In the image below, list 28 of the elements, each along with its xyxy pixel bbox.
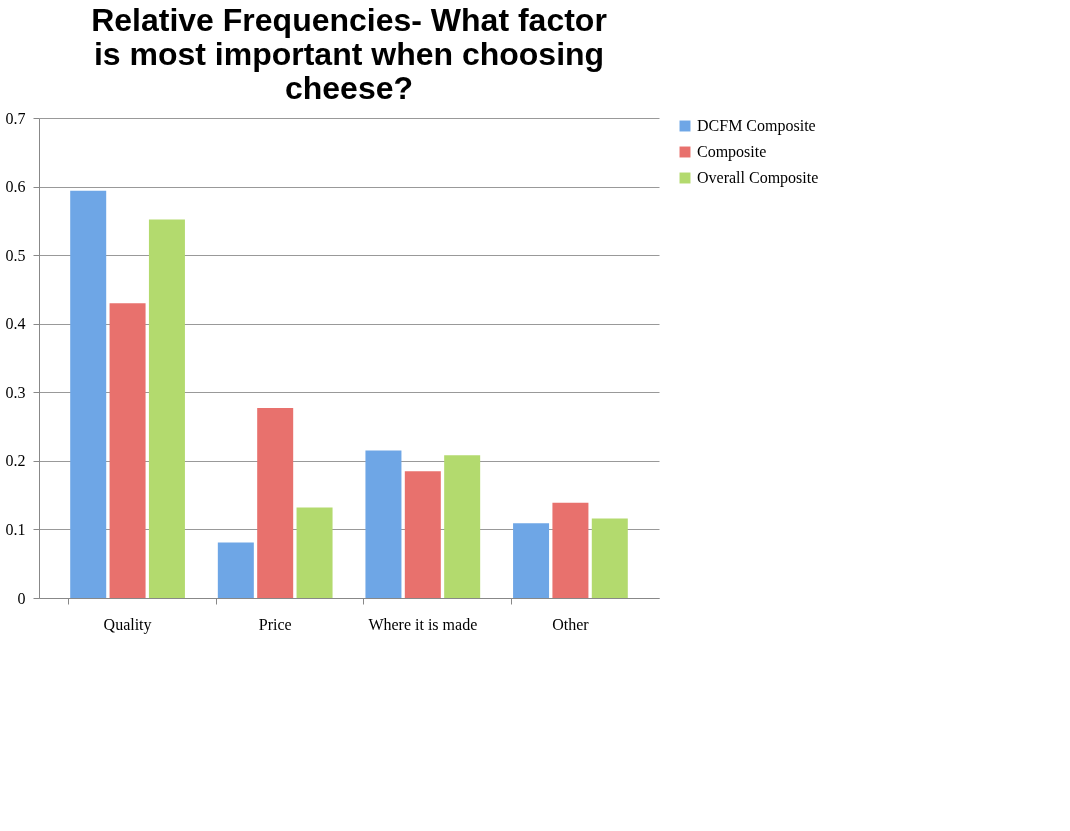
bar [217, 542, 254, 598]
bar [365, 450, 402, 598]
bar [109, 303, 146, 598]
bar [591, 518, 628, 598]
bar [296, 507, 333, 598]
legend-label: DCFM Composite [697, 117, 816, 135]
bar [444, 455, 481, 598]
chart-title: Relative Frequencies- What factor is most important when choosing cheese? [91, 2, 607, 106]
bar [552, 502, 589, 598]
bar [70, 190, 107, 598]
x-tick-label: Quality [103, 615, 152, 634]
y-tick-label: 0.3 [5, 383, 26, 401]
x-tick-label: Where it is made [368, 615, 478, 633]
bar [148, 219, 185, 598]
y-tick-label: 0.2 [5, 452, 26, 470]
y-tick-label: 0.4 [5, 315, 26, 333]
legend-label: Overall Composite [697, 169, 819, 187]
y-tick-label: 0.1 [5, 520, 26, 538]
y-tick-label: 0.6 [5, 178, 26, 196]
bar [404, 471, 441, 598]
bar [257, 408, 294, 598]
y-tick-label: 0 [17, 589, 26, 607]
bar [513, 523, 550, 598]
x-tick-label: Other [552, 615, 590, 633]
y-tick-label: 0.5 [5, 246, 26, 264]
y-tick-label: 0.7 [5, 109, 26, 127]
x-tick-label: Price [258, 615, 292, 633]
legend-label: Composite [697, 143, 767, 161]
